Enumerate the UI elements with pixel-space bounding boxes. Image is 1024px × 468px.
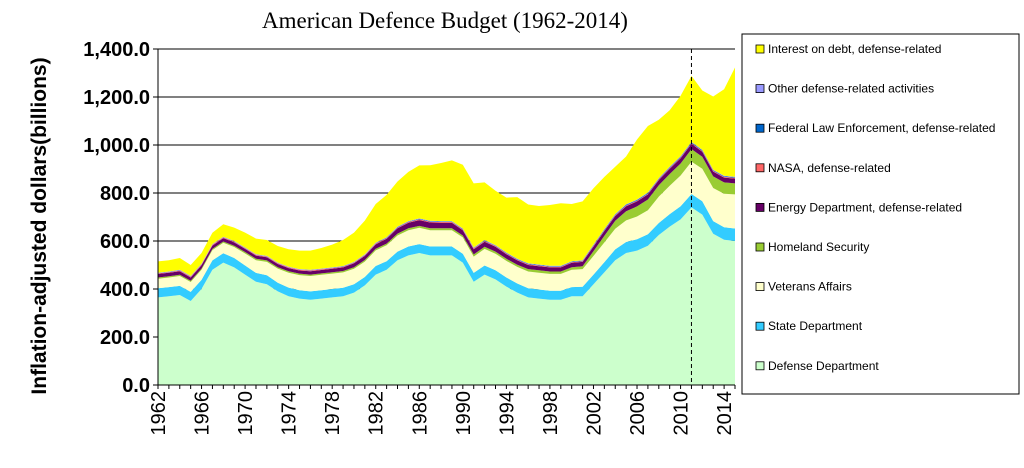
legend-item-interest-on-debt-defense-related: Interest on debt, defense-related	[755, 42, 941, 56]
x-tick-label: 1978	[322, 391, 344, 436]
x-tick-label: 1982	[366, 391, 388, 436]
chart-title: American Defence Budget (1962-2014)	[262, 8, 628, 33]
legend-item-federal-law-enforcement-defense-related: Federal Law Enforcement, defense-related	[755, 121, 995, 135]
area-energy-department-defense-related	[158, 143, 735, 281]
legend-item-other-defense-related-activities: Other defense-related activities	[755, 82, 934, 96]
legend-label: Energy Department, defense-related	[768, 200, 962, 214]
x-tick-label: 2010	[671, 391, 693, 436]
legend-item-energy-department-defense-related: Energy Department, defense-related	[755, 200, 962, 214]
y-tick-label: 0.0	[122, 375, 150, 397]
legend-box	[741, 33, 1020, 395]
legend-swatch	[755, 123, 765, 133]
y-tick-label: 200.0	[100, 327, 150, 349]
x-tick-label: 2006	[627, 391, 649, 436]
legend-label: Interest on debt, defense-related	[768, 42, 941, 56]
legend-label: Federal Law Enforcement, defense-related	[768, 121, 995, 135]
legend-item-veterans-affairs: Veterans Affairs	[755, 280, 852, 294]
legend-label: Other defense-related activities	[768, 82, 934, 96]
y-tick-label: 600.0	[100, 231, 150, 253]
legend-swatch	[755, 202, 765, 212]
x-tick-label: 2002	[584, 391, 606, 436]
legend-item-state-department: State Department	[755, 319, 863, 333]
legend: Interest on debt, defense-related Other d…	[741, 33, 1020, 395]
legend-swatch	[755, 44, 765, 54]
x-tick-label: 1962	[148, 391, 170, 436]
legend-label: NASA, defense-related	[768, 161, 891, 175]
legend-swatch	[755, 321, 765, 331]
x-tick-label: 1966	[192, 391, 214, 436]
x-tick-label: 1994	[496, 391, 518, 436]
legend-label: Defense Department	[768, 359, 879, 373]
y-tick-label: 400.0	[100, 279, 150, 301]
legend-item-nasa-defense-related: NASA, defense-related	[755, 161, 891, 175]
y-axis-label: Inflation-adjusted dollars(billions)	[28, 57, 51, 394]
legend-label: Homeland Security	[768, 240, 869, 254]
legend-label: Veterans Affairs	[768, 280, 852, 294]
legend-swatch	[755, 163, 765, 173]
x-tick-label: 1990	[453, 391, 475, 436]
legend-swatch	[755, 282, 765, 292]
legend-swatch	[755, 242, 765, 252]
y-tick-label: 1,400.0	[83, 39, 150, 61]
y-tick-label: 1,000.0	[83, 135, 150, 157]
x-tick-label: 1986	[409, 391, 431, 436]
legend-item-homeland-security: Homeland Security	[755, 240, 869, 254]
legend-label: State Department	[768, 319, 863, 333]
x-tick-label: 1970	[235, 391, 257, 436]
area-state-department	[158, 194, 735, 301]
y-tick-label: 800.0	[100, 183, 150, 205]
x-tick-label: 1998	[540, 391, 562, 436]
plot-area: 1,400.0 1,200.0 1,000.0 800.0 600.0 400.0 200.…	[83, 39, 736, 436]
area-veterans-affairs	[158, 161, 735, 292]
y-tick-label: 1,200.0	[83, 87, 150, 109]
x-tick-label: 1974	[279, 391, 301, 436]
legend-swatch	[755, 361, 765, 371]
x-tick-label: 2014	[714, 391, 736, 436]
area-defense-department	[158, 207, 735, 385]
legend-item-defense-department: Defense Department	[755, 359, 879, 373]
area-interest-on-debt-defense-related	[158, 67, 735, 276]
legend-swatch	[755, 84, 765, 93]
